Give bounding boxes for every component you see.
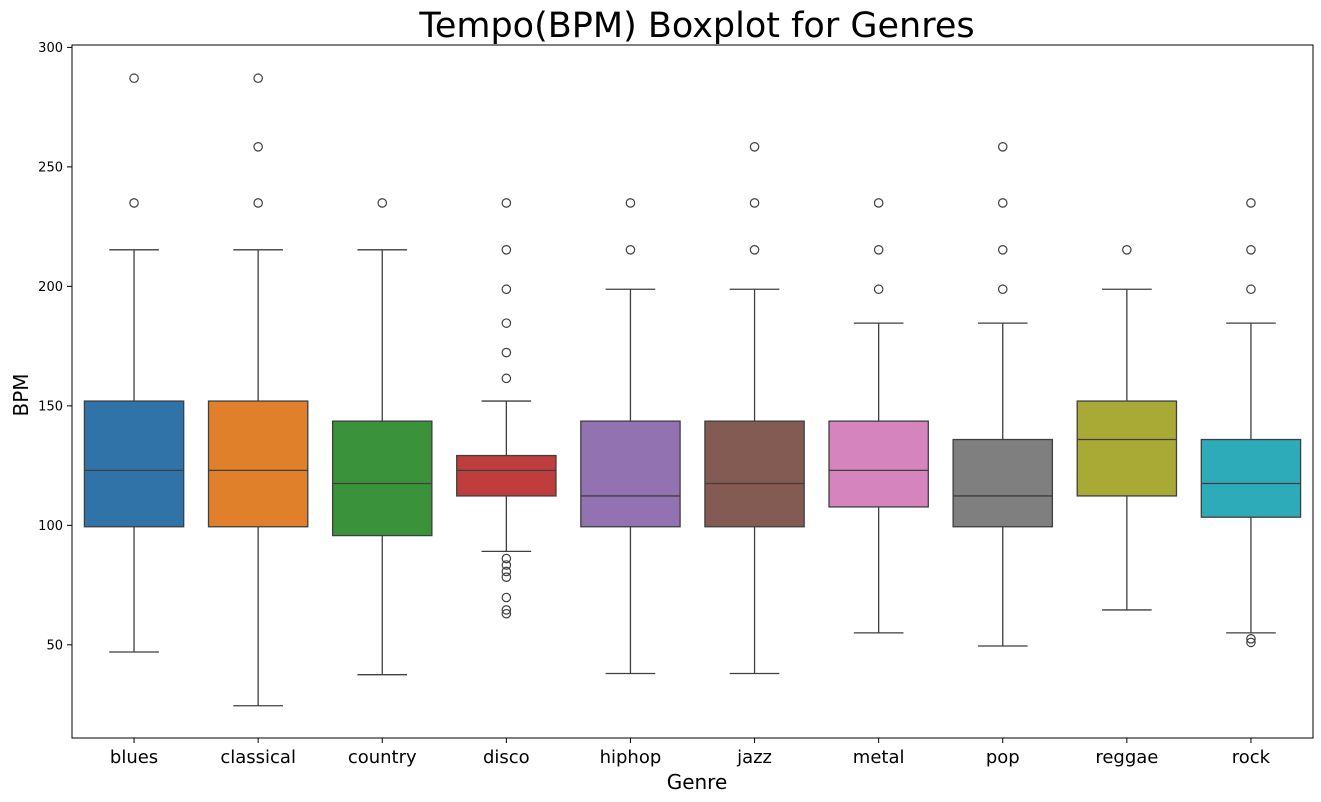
box-reggae xyxy=(1076,244,1178,611)
outlier-point xyxy=(501,284,512,295)
iqr-box xyxy=(828,420,929,508)
outlier-point xyxy=(1246,198,1256,208)
outlier-point xyxy=(501,608,512,619)
x-tick-label: reggae xyxy=(1095,747,1158,768)
outlier-point xyxy=(501,560,512,570)
outlier-point xyxy=(501,373,512,384)
outlier-point xyxy=(501,244,512,255)
y-axis: 50 100 150 200 250 300 xyxy=(38,41,72,653)
x-axis: blues classical country disco hiphop jazz meta… xyxy=(110,738,1271,768)
x-tick-label: rock xyxy=(1232,747,1271,768)
outlier-point xyxy=(129,198,139,208)
outlier-point xyxy=(129,73,139,84)
x-axis-label: Genre xyxy=(667,770,728,794)
iqr-box xyxy=(1076,400,1178,497)
y-tick-label: 300 xyxy=(38,41,63,56)
outlier-point xyxy=(1246,637,1256,648)
outlier-point xyxy=(749,141,760,152)
outlier-point xyxy=(253,198,263,208)
outlier-point xyxy=(997,141,1008,152)
outlier-point xyxy=(501,592,512,603)
y-tick-label: 150 xyxy=(38,399,63,414)
outlier-point xyxy=(997,284,1008,295)
x-tick-label: metal xyxy=(853,747,905,768)
box-country xyxy=(331,198,433,676)
outlier-point xyxy=(501,347,512,358)
outlier-point xyxy=(253,141,263,152)
x-tick-label: disco xyxy=(483,747,530,768)
outlier-point xyxy=(997,198,1008,208)
outlier-point xyxy=(749,244,760,255)
x-tick-label: hiphop xyxy=(600,747,662,768)
outlier-point xyxy=(625,198,636,208)
box-hiphop xyxy=(580,198,681,675)
outlier-point xyxy=(873,198,884,208)
outlier-point xyxy=(501,318,512,328)
outlier-point xyxy=(253,73,263,84)
iqr-box xyxy=(456,454,557,497)
outlier-point xyxy=(501,553,512,564)
iqr-box xyxy=(580,420,681,528)
outlier-point xyxy=(873,244,884,255)
iqr-box xyxy=(704,420,805,528)
x-tick-label: classical xyxy=(220,747,296,768)
box-classical xyxy=(207,73,309,707)
iqr-box xyxy=(1200,438,1302,518)
x-tick-label: pop xyxy=(986,747,1020,768)
y-axis-label: BPM xyxy=(9,373,33,416)
y-tick-label: 50 xyxy=(46,638,63,653)
y-tick-label: 250 xyxy=(38,160,63,175)
box-blues xyxy=(83,73,185,653)
box-pop xyxy=(952,141,1054,647)
outlier-point xyxy=(501,605,512,615)
outlier-point xyxy=(501,566,512,577)
outlier-point xyxy=(501,572,512,582)
outlier-point xyxy=(1246,244,1256,255)
y-tick-label: 200 xyxy=(38,280,63,295)
iqr-box xyxy=(331,420,433,537)
box-rock xyxy=(1200,198,1302,648)
outlier-point xyxy=(749,198,760,208)
x-tick-label: country xyxy=(348,747,417,768)
outlier-point xyxy=(501,198,512,208)
x-tick-label: blues xyxy=(110,747,158,768)
chart-title: Tempo(BPM) Boxplot for Genres xyxy=(418,6,974,46)
box-disco xyxy=(456,198,557,619)
outlier-point xyxy=(1246,284,1256,295)
plot-frame xyxy=(71,44,1314,739)
y-tick-label: 100 xyxy=(38,519,63,534)
iqr-box xyxy=(952,438,1054,528)
box-metal xyxy=(828,198,929,634)
iqr-box xyxy=(207,400,309,528)
outlier-point xyxy=(873,284,884,295)
outlier-point xyxy=(997,244,1008,255)
outlier-point xyxy=(377,198,388,208)
iqr-box xyxy=(83,400,185,528)
outlier-point xyxy=(625,244,636,255)
x-tick-label: jazz xyxy=(736,747,772,768)
box-jazz xyxy=(704,141,805,675)
outlier-point xyxy=(1246,634,1256,644)
outlier-point xyxy=(1122,244,1132,255)
plot-area xyxy=(71,44,1314,739)
